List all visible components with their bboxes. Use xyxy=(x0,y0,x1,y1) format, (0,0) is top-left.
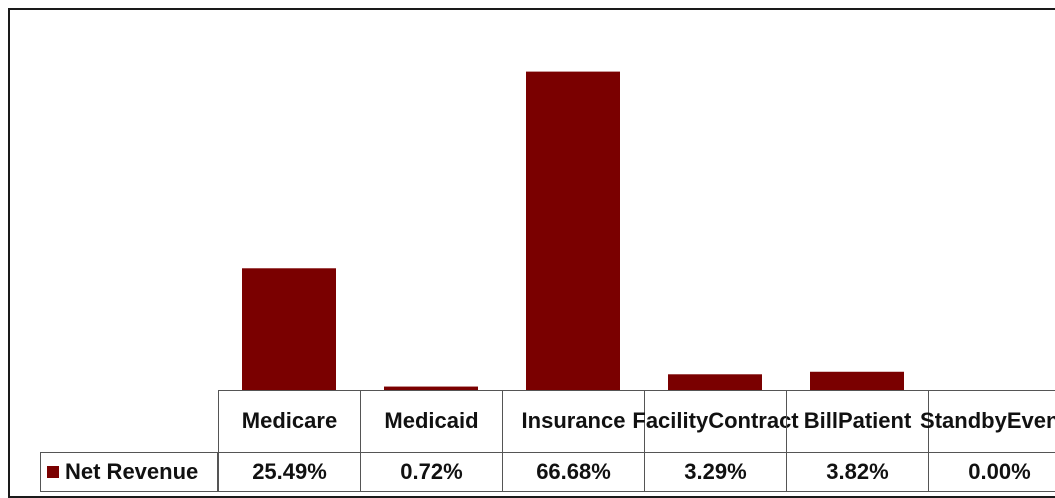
value-cell-1: 0.72% xyxy=(360,452,503,492)
category-label-line: Contract xyxy=(708,408,799,434)
category-label-line: Insurance xyxy=(521,408,626,434)
bar-4 xyxy=(810,371,904,390)
value-cell-5: 0.00% xyxy=(928,452,1055,492)
category-label-line: Medicare xyxy=(241,408,338,434)
category-label-line: Medicaid xyxy=(384,408,479,434)
bar-2 xyxy=(526,71,620,390)
category-label-3: Facility Contract xyxy=(632,390,799,453)
bar-chart xyxy=(242,71,904,390)
bar-1 xyxy=(384,386,478,390)
legend-series-name: Net Revenue xyxy=(65,459,199,484)
value-cell-0: 25.49% xyxy=(218,452,361,492)
bar-3 xyxy=(668,374,762,390)
bar-0 xyxy=(242,268,336,390)
category-label-line: Facility xyxy=(632,408,709,434)
category-label-5: StandbyEvents xyxy=(920,390,1055,453)
category-label-1: Medicaid xyxy=(360,390,503,453)
value-cell-3: 3.29% xyxy=(644,452,787,492)
category-label-line: Events xyxy=(1006,408,1055,434)
category-label-line: Standby xyxy=(920,408,1007,434)
category-label-line: Patient xyxy=(837,408,912,434)
category-label-0: Medicare xyxy=(218,390,361,453)
value-cell-4: 3.82% xyxy=(786,452,929,492)
value-cell-2: 66.68% xyxy=(502,452,645,492)
category-label-2: Insurance xyxy=(502,390,645,453)
legend-swatch xyxy=(47,466,59,478)
category-label-line: Bill xyxy=(803,408,838,434)
category-label-4: Bill Patient xyxy=(786,390,929,453)
legend-entry: Net Revenue xyxy=(40,452,218,492)
